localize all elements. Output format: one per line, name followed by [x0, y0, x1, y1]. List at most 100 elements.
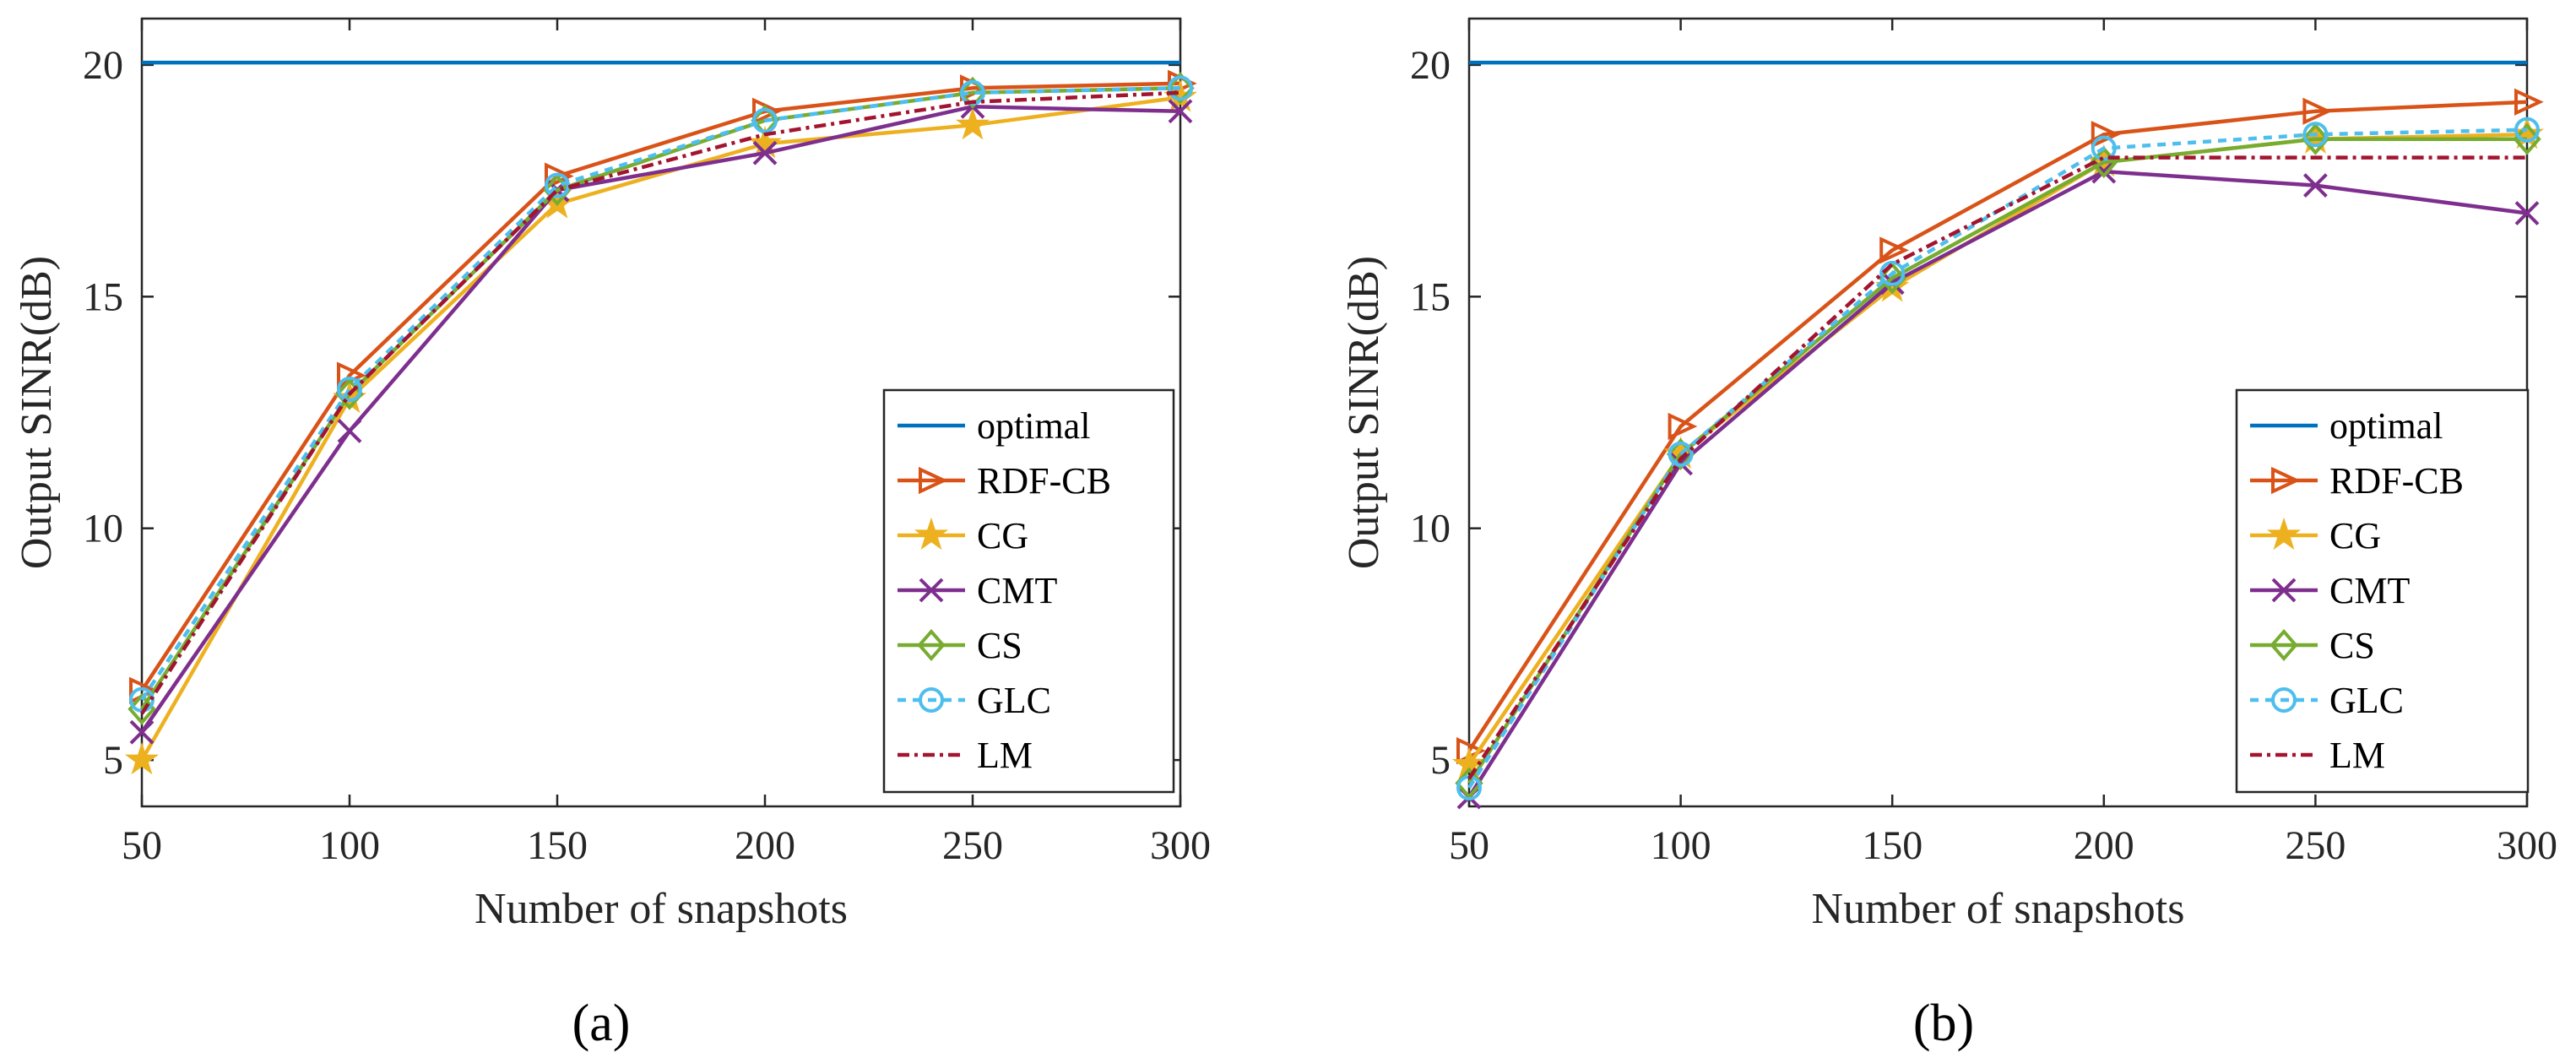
- panel-a-series-glc-point-300: [1168, 75, 1193, 101]
- panel-a-ytick-label-10: 10: [83, 507, 123, 551]
- panel-a-series-cg-point-50: [124, 741, 160, 775]
- panel-b-series-cmt-point-200-stroke2: [2091, 159, 2117, 184]
- panel-a-series-cmt-point-200: [752, 140, 778, 165]
- panel-b-series-rdf-cb-line: [1467, 100, 2528, 752]
- panel-b-legend-entry-cg-label: CG: [2329, 515, 2381, 556]
- panel-b-xlabel: Number of snapshots: [1812, 885, 2185, 933]
- panel-b-legend-entry-rdf-cb-marker: [2271, 466, 2301, 495]
- panel-b-xtick-label-150: 150: [1862, 823, 1923, 868]
- panel-a-xtick-label-250: 250: [942, 823, 1003, 868]
- panel-b-legend-entry-optimal: optimal: [2250, 405, 2443, 447]
- panel-a-series-cmt-point-100-stroke2: [337, 419, 362, 443]
- panel-b-series-glc-point-150: [1879, 260, 1906, 286]
- panel-a-xtick-label-300: 300: [1150, 823, 1211, 868]
- panel-a-ytick-label-20: 20: [83, 43, 123, 88]
- panel-a-legend-entry-cmt: CMT: [898, 570, 1057, 611]
- panel-a-ylabel: Output SINR(dB): [13, 256, 61, 569]
- panel-b-legend-entry-rdf-cb-label: RDF-CB: [2329, 460, 2464, 502]
- panel-a-series-cs-point-300: [1166, 72, 1195, 105]
- panel-b-series-cmt-line: [1467, 169, 2528, 799]
- panel-a-xtick-label-100: 100: [319, 823, 380, 868]
- panel-b-ytick-label-15: 15: [1410, 274, 1451, 319]
- panel-a-series-cmt-point-100: [337, 419, 362, 443]
- panel-a-legend-entry-cg: CG: [898, 515, 1028, 556]
- panel-b-legend-entry-lm: LM: [2250, 735, 2385, 776]
- panel-a-legend-entry-optimal-label: optimal: [977, 405, 1090, 447]
- panel-b-series-rdf-cb-point-300: [2514, 88, 2544, 116]
- panel-b-legend-entry-cs: CS: [2250, 625, 2375, 666]
- panel-b-series-cmt-point-300: [2514, 201, 2540, 225]
- panel-a-series-cmt-point-50: [129, 719, 155, 745]
- panel-b-series-glc-point-100: [1668, 441, 1694, 467]
- panel-a-series-cmt-point-200-stroke2: [752, 140, 778, 165]
- panel-a-xlabel: Number of snapshots: [475, 885, 848, 933]
- panel-a-xtick-label-150: 150: [527, 823, 588, 868]
- panel-b-series-cs-point-100: [1666, 437, 1695, 470]
- panel-a-legend-entry-cmt-label: CMT: [977, 570, 1057, 611]
- panel-b-xtick-label-300: 300: [2497, 823, 2557, 868]
- panel-b-series-glc-point-200: [2091, 135, 2117, 161]
- panel-b-ytick-label-5: 5: [1430, 738, 1451, 783]
- panel-a-legend-entry-cmt-marker: [919, 578, 944, 603]
- panel-b-series-rdf-cb-point-250: [2302, 97, 2333, 125]
- panel-b-ylabel: Output SINR(dB): [1340, 256, 1388, 569]
- panel-b-series-cs-point-300: [2513, 122, 2541, 155]
- panel-b-series-cs-point-250: [2301, 122, 2330, 155]
- panel-a-legend-entry-glc-label: GLC: [977, 680, 1051, 721]
- panel-a-legend-entry-cs: CS: [898, 625, 1022, 666]
- panel-b-series-rdf-cb-point-150: [1879, 236, 1909, 264]
- panel-b-series-cmt-point-300-stroke2: [2514, 201, 2540, 225]
- panel-a-series-cmt-point-300-stroke2: [1168, 99, 1193, 124]
- panel-a: 50 100 150 200 250 300 5 10 15 20 Number of snapsh…: [13, 17, 1211, 1052]
- panel-b-series-glc-point-250: [2302, 122, 2329, 148]
- panel-b-legend-entry-cmt-label: CMT: [2329, 570, 2410, 611]
- panel-a-legend-entry-optimal: optimal: [898, 405, 1090, 447]
- panel-b-legend-entry-lm-label: LM: [2329, 735, 2385, 776]
- panel-b-legend-entry-cg-marker: [2266, 517, 2302, 551]
- panel-b-legend-entry-cmt: CMT: [2250, 570, 2410, 611]
- panel-b-series-rdf-cb: [1456, 88, 2544, 765]
- panel-a-xtick-label-50: 50: [122, 823, 162, 868]
- panel-a-series-cs-point-250: [958, 76, 987, 109]
- panel-b-series-lm-line: [1467, 155, 2527, 780]
- panel-b-series-cmt-point-250: [2302, 173, 2328, 198]
- panel-a-series-glc-point-200: [752, 107, 778, 133]
- panel-b-series-rdf-cb-point-200: [2091, 121, 2121, 149]
- panel-a-series-cg-point-250: [955, 107, 990, 140]
- panel-a-legend-entry-cg-label: CG: [977, 515, 1028, 556]
- panel-a-series-glc-point-100: [337, 377, 362, 403]
- panel-b-ytick-label-20: 20: [1410, 43, 1451, 88]
- panel-b-series-lm: [1467, 155, 2527, 780]
- panel-b-legend: optimal RDF-CB CG CMT CS GLC LM: [2235, 388, 2530, 794]
- panel-a-series-lm-line: [140, 90, 1181, 715]
- panel-b-legend-entry-optimal-label: optimal: [2329, 405, 2443, 447]
- panel-a-series-cg-line: [140, 95, 1181, 762]
- panel-b-legend-entry-rdf-cb: RDF-CB: [2250, 460, 2464, 502]
- panel-b-label: (b): [1913, 995, 1974, 1052]
- panel-a-legend-entry-cg-marker: [914, 517, 949, 551]
- panel-b-legend-entry-glc-label: GLC: [2329, 680, 2404, 721]
- panel-a-legend-entry-cs-label: CS: [977, 625, 1022, 666]
- panel-b: 50 100 150 200 250 300 5 10 15 20 Number of snapsh…: [1340, 17, 2557, 1052]
- panel-a-series-cmt-point-50-stroke2: [129, 719, 155, 745]
- panel-a-label: (a): [572, 995, 631, 1052]
- panel-a-ytick-label-15: 15: [83, 274, 123, 319]
- panel-a-series-rdf-cb-line: [140, 81, 1181, 692]
- panel-b-xtick-label-200: 200: [2074, 823, 2134, 868]
- panel-b-legend-entry-cs-marker: [2270, 628, 2298, 662]
- panel-b-legend-entry-cs-label: CS: [2329, 625, 2375, 666]
- panel-a-legend-entry-lm-label: LM: [977, 735, 1033, 776]
- panel-b-legend-entry-glc: GLC: [2250, 680, 2404, 721]
- panel-a-legend-entry-cs-marker: [917, 628, 946, 662]
- panel-a-legend-entry-lm: LM: [898, 735, 1033, 776]
- panel-b-ytick-label-10: 10: [1410, 507, 1451, 551]
- panel-a-legend-entry-rdf-cb-marker: [919, 466, 948, 495]
- panel-a-series-cs-point-50: [127, 692, 156, 725]
- panel-a-series-glc-line: [140, 86, 1181, 702]
- panel-b-legend-entry-glc-marker: [2271, 687, 2297, 713]
- panel-b-legend-entry-cmt-marker: [2271, 578, 2297, 603]
- panel-a-legend-entry-rdf-cb: RDF-CB: [898, 460, 1111, 502]
- panel-a-legend-entry-glc-marker: [919, 687, 944, 713]
- panel-b-legend-entry-cmt-marker-stroke2: [2271, 578, 2297, 603]
